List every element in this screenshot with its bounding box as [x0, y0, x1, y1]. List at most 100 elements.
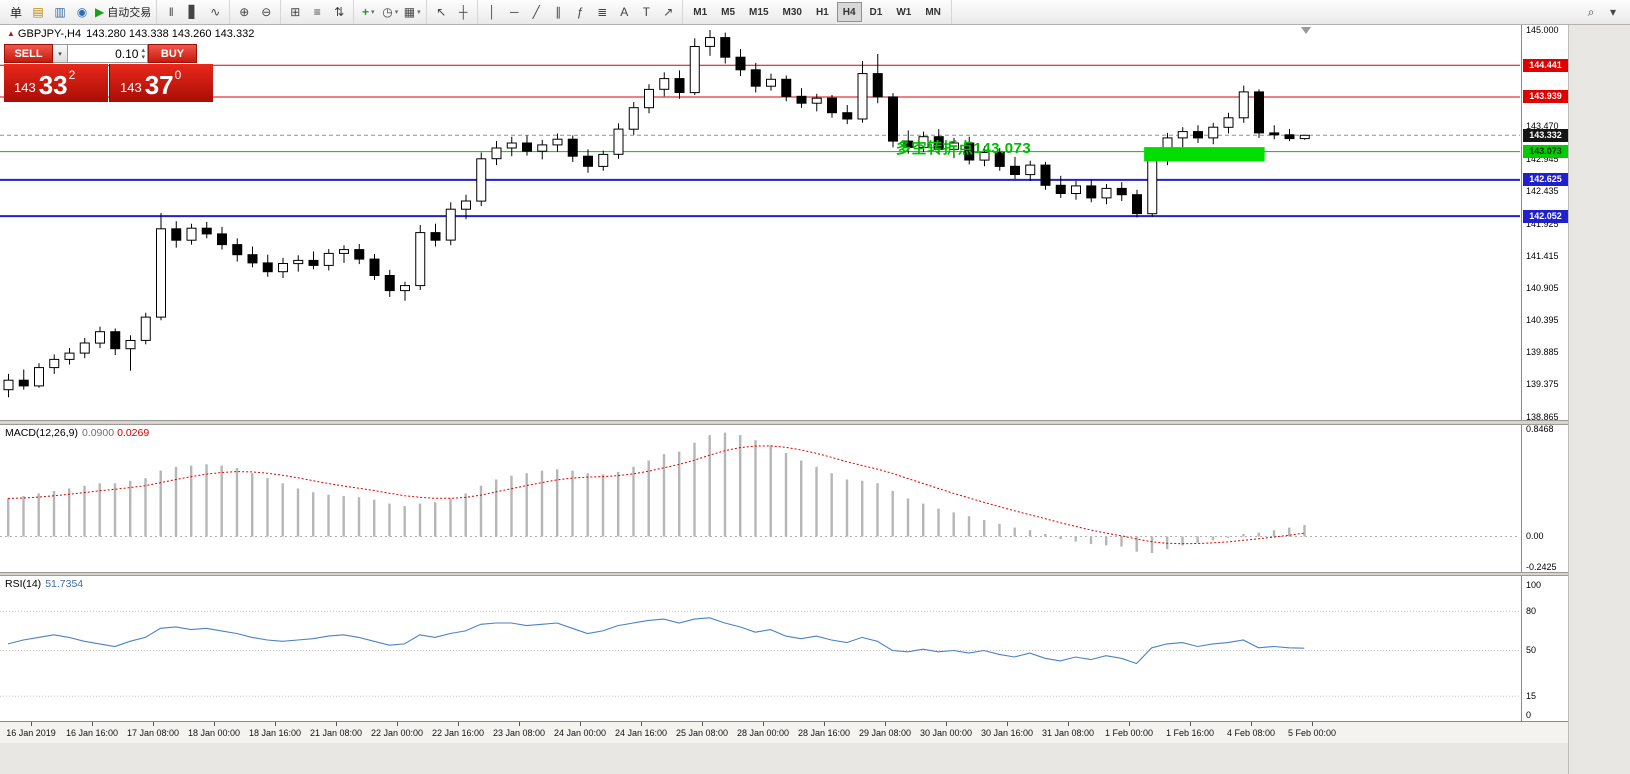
arrows-tool[interactable]: ↗ — [658, 2, 678, 22]
toolbar-right: ⌕ ▾ — [1580, 2, 1628, 22]
zoom-in-icon[interactable]: ⊕ — [234, 2, 254, 22]
price-badge-142.052: 142.052 — [1523, 209, 1568, 223]
timeframe-w1[interactable]: W1 — [890, 2, 917, 22]
new-order-button[interactable]: 单 — [6, 2, 26, 22]
time-tick — [1190, 722, 1191, 726]
volume-decrease-icon[interactable]: ▾ — [141, 53, 145, 61]
timeframe-d1[interactable]: D1 — [864, 2, 889, 22]
zoom-out-icon[interactable]: ⊖ — [256, 2, 276, 22]
new-chart-icon[interactable]: ▤ — [28, 2, 48, 22]
time-tick — [275, 722, 276, 726]
buy-price-tile[interactable]: 143 37 0 — [109, 64, 213, 102]
macd-indicator-panel[interactable]: MACD(12,26,9) 0.0900 0.0269 — [0, 425, 1521, 572]
volume-steppers: ▴ ▾ — [141, 47, 145, 61]
tile-windows-icon[interactable]: ⊞ — [285, 2, 305, 22]
timeframe-m30[interactable]: M30 — [777, 2, 808, 22]
trendline-tool[interactable]: ╱ — [526, 2, 546, 22]
toolbar-overflow-icon[interactable]: ▾ — [1603, 2, 1623, 22]
volume-input[interactable]: 0.10 ▴ ▾ — [68, 44, 148, 63]
time-tick — [1312, 722, 1313, 726]
time-tick — [580, 722, 581, 726]
time-label: 30 Jan 00:00 — [919, 728, 973, 738]
rsi-indicator-panel[interactable]: RSI(14) 51.7354 — [0, 576, 1521, 721]
price-badge-143.073: 143.073 — [1523, 145, 1568, 159]
line-chart-icon[interactable]: ∿ — [205, 2, 225, 22]
volume-increase-icon[interactable]: ▴ — [141, 46, 145, 54]
bar-chart-icon[interactable]: ‖ — [161, 2, 181, 22]
auto-scroll-icon[interactable]: ⇅ — [329, 2, 349, 22]
macd-signal-line — [7, 445, 1305, 545]
panel-splitter[interactable] — [0, 572, 1568, 576]
price-axis-label: 141.415 — [1526, 250, 1559, 261]
toolbar-group: +◷▦ — [354, 0, 428, 24]
refresh-icon[interactable]: ◉ — [72, 2, 92, 22]
templates-button[interactable]: ▦ — [402, 2, 422, 22]
time-axis[interactable]: 16 Jan 2019 16 Jan 16:00 17 Jan 08:00 18 Ja… — [0, 721, 1568, 743]
price-badge-142.625: 142.625 — [1523, 173, 1568, 187]
timeframe-mn[interactable]: MN — [919, 2, 947, 22]
time-tick — [1007, 722, 1008, 726]
timeframe-m5[interactable]: M5 — [715, 2, 741, 22]
trade-panel-options-button[interactable]: ▾ — [53, 44, 68, 63]
fibonacci-tool[interactable]: ƒ — [570, 2, 590, 22]
search-icon[interactable]: ⌕ — [1581, 2, 1601, 22]
horizontal-line-tool[interactable]: ─ — [504, 2, 524, 22]
symbol-marker-icon: ▲ — [7, 29, 15, 38]
periods-button[interactable]: ◷ — [380, 2, 400, 22]
chart-title: ▲ GBPJPY-,H4 143.280 143.338 143.260 143.3… — [7, 28, 254, 40]
rsi-axis-label: 100 — [1526, 579, 1542, 590]
macd-axis-label: 0.8468 — [1526, 423, 1554, 434]
time-tick — [519, 722, 520, 726]
text-label-tool[interactable]: T — [636, 2, 656, 22]
chart-shift-marker-icon — [1301, 27, 1311, 34]
time-label: 18 Jan 00:00 — [187, 728, 241, 738]
crosshair-icon[interactable]: ┼ — [453, 2, 473, 22]
profiles-icon[interactable]: ▥ — [50, 2, 70, 22]
price-chart-panel[interactable]: ▲ GBPJPY-,H4 143.280 143.338 143.260 143.3… — [0, 25, 1521, 420]
timeframe-m15[interactable]: M15 — [743, 2, 774, 22]
vertical-line-tool[interactable]: │ — [482, 2, 502, 22]
buy-button[interactable]: BUY — [148, 44, 197, 63]
autotrading-button[interactable]: ▶ 自动交易 — [94, 2, 152, 22]
sell-button[interactable]: SELL — [4, 44, 53, 63]
toolbar-group: 单 ▤ ▥ ◉ ▶ 自动交易 — [2, 0, 158, 24]
time-tick — [31, 722, 32, 726]
time-tick — [214, 722, 215, 726]
timeframe-h1[interactable]: H1 — [810, 2, 835, 22]
timeframe-m1[interactable]: M1 — [687, 2, 713, 22]
shapes-tool[interactable]: ≣ — [592, 2, 612, 22]
indicators-button[interactable]: + — [358, 2, 378, 22]
rsi-name: RSI(14) — [5, 578, 42, 590]
price-axis[interactable]: 145.000 143.470 142.945 142.435 141.925 141.4… — [1521, 25, 1568, 743]
time-label: 22 Jan 16:00 — [431, 728, 485, 738]
text-tool[interactable]: A — [614, 2, 634, 22]
timeframe-h4[interactable]: H4 — [836, 2, 862, 22]
trade-panel-controls: SELL ▾ 0.10 ▴ ▾ BUY — [4, 44, 214, 63]
time-tick — [1251, 722, 1252, 726]
time-label: 24 Jan 16:00 — [614, 728, 668, 738]
price-axis-label: 142.945 — [1526, 154, 1559, 165]
channel-tool[interactable]: ∥ — [548, 2, 568, 22]
price-axis-label: 138.865 — [1526, 411, 1559, 422]
candlestick-chart-icon[interactable]: ▋ — [183, 2, 203, 22]
price-axis-label: 139.375 — [1526, 379, 1559, 390]
candlesticks — [3, 30, 1310, 398]
price-axis-label: 142.435 — [1526, 186, 1559, 197]
macd-value: 0.0900 — [81, 427, 115, 439]
cursor-icon[interactable]: ↖ — [431, 2, 451, 22]
sell-price-tile[interactable]: 143 33 2 — [4, 64, 108, 102]
time-label: 1 Feb 16:00 — [1165, 728, 1215, 738]
time-tick — [946, 722, 947, 726]
time-label: 29 Jan 08:00 — [858, 728, 912, 738]
rsi-line — [7, 617, 1305, 665]
chart-symbol: GBPJPY-,H4 — [17, 28, 82, 40]
window-bottom-margin — [0, 743, 1568, 774]
time-label: 18 Jan 16:00 — [248, 728, 302, 738]
candlestick-chart — [0, 30, 1520, 398]
macd-label: MACD(12,26,9) 0.0900 0.0269 — [5, 427, 149, 439]
panel-splitter[interactable] — [0, 420, 1568, 425]
arrange-windows-icon[interactable]: ≡ — [307, 2, 327, 22]
time-label: 30 Jan 16:00 — [980, 728, 1034, 738]
macd-histogram — [7, 432, 1306, 553]
